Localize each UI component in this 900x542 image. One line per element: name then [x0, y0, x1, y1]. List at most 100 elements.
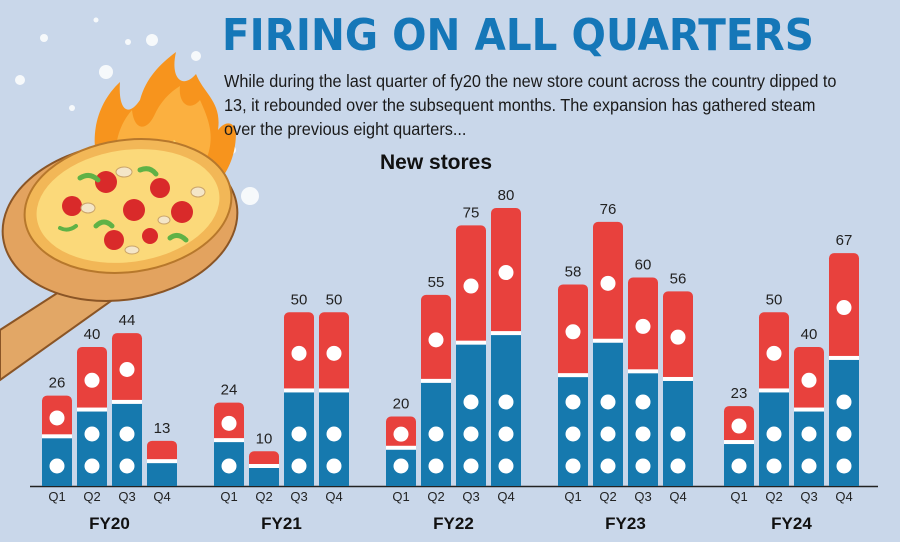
- bar-divider: [759, 388, 789, 393]
- bar-dot: [428, 458, 444, 474]
- bar-divider: [77, 407, 107, 412]
- bar-dot: [49, 458, 65, 474]
- bar-dot: [291, 458, 307, 474]
- page-title: FIRING ON ALL QUARTERS: [222, 10, 814, 61]
- bar-dot: [731, 458, 747, 474]
- pizza-toppings: [58, 166, 206, 255]
- bar-dot: [635, 426, 651, 442]
- bar-dot: [670, 329, 686, 345]
- bar-dot: [731, 418, 747, 434]
- bar-dot: [600, 458, 616, 474]
- bar-dot: [221, 458, 237, 474]
- bar-dot: [291, 426, 307, 442]
- quarter-tick-label: Q2: [599, 489, 616, 504]
- data-label: 20: [393, 396, 410, 413]
- bar-dot: [836, 300, 852, 316]
- bar-dot: [801, 426, 817, 442]
- data-label: 50: [766, 291, 783, 308]
- bar-dot: [600, 275, 616, 291]
- quarter-tick-label: Q3: [634, 489, 651, 504]
- bar-bottom: [147, 461, 177, 486]
- chart-title: New stores: [380, 151, 493, 174]
- bar-dot: [498, 426, 514, 442]
- bar-dot: [565, 426, 581, 442]
- data-label: 58: [565, 263, 582, 280]
- quarter-tick-label: Q4: [497, 489, 514, 504]
- bar-divider: [829, 355, 859, 360]
- bar-dot: [119, 362, 135, 378]
- bar-divider: [794, 407, 824, 412]
- bar-dot: [326, 426, 342, 442]
- bar-dot: [291, 345, 307, 361]
- bar-divider: [421, 378, 451, 383]
- data-label: 26: [49, 375, 66, 392]
- bar-dot: [801, 372, 817, 388]
- bar-dot: [428, 332, 444, 348]
- data-label: 60: [635, 257, 652, 274]
- quarter-tick-label: Q1: [48, 489, 65, 504]
- quarter-tick-label: Q3: [800, 489, 817, 504]
- data-label: 50: [326, 291, 343, 308]
- data-label: 10: [256, 430, 273, 447]
- bar-dot: [600, 394, 616, 410]
- bar-divider: [628, 369, 658, 374]
- bar-dot: [766, 345, 782, 361]
- quarter-tick-label: Q3: [118, 489, 135, 504]
- bar-dot: [49, 410, 65, 426]
- bar-divider: [284, 388, 314, 393]
- data-label: 44: [119, 312, 136, 329]
- year-group-label: FY20: [89, 514, 130, 533]
- bar-divider: [724, 440, 754, 445]
- bar-dot: [498, 458, 514, 474]
- data-label: 13: [154, 420, 171, 437]
- bar-divider: [456, 340, 486, 345]
- bar-dot: [498, 394, 514, 410]
- data-label: 56: [670, 270, 687, 287]
- bar-dot: [84, 426, 100, 442]
- data-label: 23: [731, 385, 748, 402]
- bar-dot: [84, 458, 100, 474]
- data-label: 40: [801, 326, 818, 343]
- quarter-tick-label: Q4: [153, 489, 170, 504]
- bar-dot: [600, 426, 616, 442]
- bar-dot: [635, 458, 651, 474]
- quarter-tick-label: Q1: [220, 489, 237, 504]
- bar-dot: [428, 426, 444, 442]
- bar-dot: [836, 458, 852, 474]
- quarter-tick-label: Q2: [83, 489, 100, 504]
- data-label: 50: [291, 291, 308, 308]
- bar-divider: [386, 445, 416, 450]
- bar-dot: [463, 426, 479, 442]
- bar-dot: [670, 458, 686, 474]
- bar-dot: [393, 426, 409, 442]
- bar-dot: [766, 426, 782, 442]
- bar-dot: [119, 458, 135, 474]
- data-label: 55: [428, 274, 445, 291]
- quarter-tick-label: Q3: [290, 489, 307, 504]
- quarter-tick-label: Q3: [462, 489, 479, 504]
- bar-divider: [147, 459, 177, 464]
- bar-divider: [491, 331, 521, 336]
- quarter-tick-label: Q4: [835, 489, 852, 504]
- bar-divider: [214, 438, 244, 443]
- bar-dot: [565, 458, 581, 474]
- bar-divider: [249, 464, 279, 468]
- data-label: 67: [836, 232, 853, 249]
- bar-divider: [319, 388, 349, 393]
- data-label: 76: [600, 201, 617, 218]
- page-subtitle: While during the last quarter of fy20 th…: [224, 71, 837, 139]
- quarter-tick-label: Q2: [255, 489, 272, 504]
- bar-divider: [663, 376, 693, 381]
- bar-dot: [801, 458, 817, 474]
- bar-bottom: [77, 409, 107, 486]
- quarter-tick-label: Q1: [730, 489, 747, 504]
- bar-dot: [393, 458, 409, 474]
- quarter-tick-label: Q2: [765, 489, 782, 504]
- quarter-tick-label: Q4: [325, 489, 342, 504]
- bar-divider: [593, 338, 623, 343]
- data-label: 24: [221, 382, 238, 399]
- quarter-tick-label: Q1: [392, 489, 409, 504]
